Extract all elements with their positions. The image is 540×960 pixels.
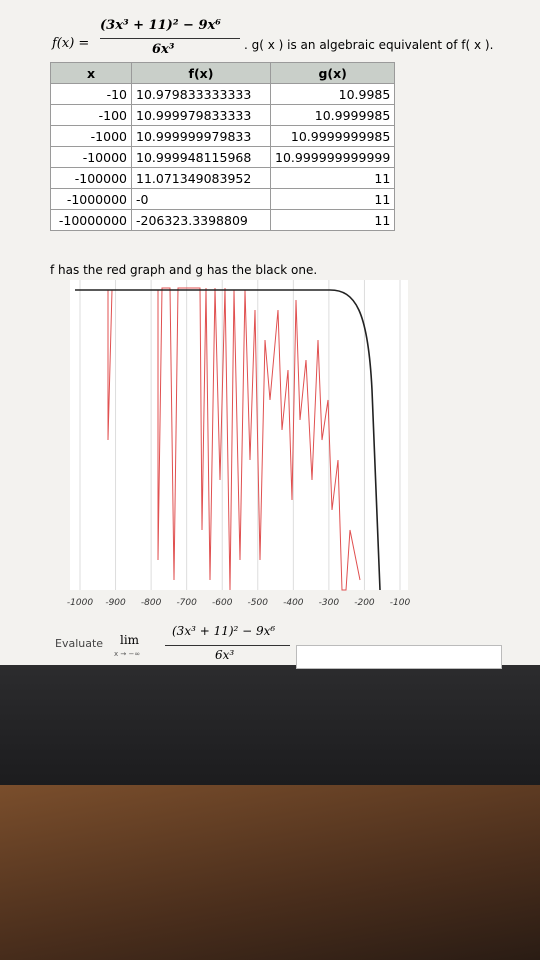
table-cell: 11 — [269, 209, 396, 231]
column-header: x — [50, 62, 132, 84]
table-cell: 10.9985 — [269, 83, 396, 105]
graph: -1000 -900 -800 -700 -600 -500 -400 -300 -200 -10… — [67, 280, 410, 608]
denominator: 6x³ — [152, 42, 175, 57]
table-cell: -10000000 — [50, 209, 132, 231]
x-tick-label: -700 — [176, 598, 197, 608]
x-tick-label: -300 — [319, 598, 340, 608]
answer-input[interactable] — [296, 645, 502, 669]
table-cell: -10 — [50, 83, 132, 105]
x-tick-label: -1000 — [67, 598, 93, 608]
column-header: f(x) — [131, 62, 271, 84]
table-cell: 11 — [269, 188, 396, 210]
table-cell: 10.999999979833 — [131, 125, 271, 147]
x-tick-label: -800 — [141, 598, 162, 608]
desk — [0, 785, 540, 960]
table-row: -10000 10.999948115968 10.999999999999 — [50, 146, 396, 168]
fraction-bar — [100, 38, 240, 39]
table: x f(x) g(x) -10 10.979833333333 10.9985 -100 10… — [50, 62, 396, 231]
table-cell: -100000 — [50, 167, 132, 189]
table-row: -10000000 -206323.3398809 11 — [50, 209, 396, 231]
column-header: g(x) — [269, 62, 396, 84]
x-tick-label: -500 — [248, 598, 269, 608]
table-cell: 10.9999985 — [269, 104, 396, 126]
f-curve — [75, 287, 361, 591]
table-row: -1000000 -0 11 — [50, 188, 396, 210]
function-label: f(x) = — [52, 36, 90, 51]
table-cell: -100 — [50, 104, 132, 126]
table-cell: 11 — [269, 167, 396, 189]
x-tick-label: -900 — [105, 598, 126, 608]
g-curve — [75, 289, 381, 591]
limit: lim — [120, 633, 140, 647]
table-row: -100000 11.071349083952 11 — [50, 167, 396, 189]
table-cell: 10.979833333333 — [131, 83, 271, 105]
table-cell: -10000 — [50, 146, 132, 168]
caption: f has the red graph and g has the black … — [50, 263, 318, 277]
table-cell: 10.999999999999 — [269, 146, 396, 168]
evaluate-label: Evaluate — [55, 637, 104, 650]
q-denominator: 6x³ — [215, 648, 235, 662]
x-tick-label: -200 — [354, 598, 375, 608]
table-cell: 10.9999999985 — [269, 125, 396, 147]
x-tick-label: -400 — [283, 598, 304, 608]
plot-area — [70, 280, 408, 590]
table-row: -10 10.979833333333 10.9985 — [50, 83, 396, 105]
table-row: -100 10.999979833333 10.9999985 — [50, 104, 396, 126]
table-cell: 11.071349083952 — [131, 167, 271, 189]
q-numerator: (3x³ + 11)² − 9x⁶ — [172, 624, 276, 638]
table-cell: 10.999979833333 — [131, 104, 271, 126]
x-tick-label: -100 — [390, 598, 410, 608]
monitor-bezel — [0, 665, 540, 785]
table-cell: -206323.3398809 — [131, 209, 271, 231]
table-cell: 10.999948115968 — [131, 146, 271, 168]
table-row: -1000 10.999999979833 10.9999999985 — [50, 125, 396, 147]
table-cell: -1000000 — [50, 188, 132, 210]
note: . g( x ) is an algebraic equivalent of f… — [244, 38, 494, 52]
limit-sub: x → −∞ — [114, 650, 141, 658]
x-tick-label: -600 — [212, 598, 233, 608]
table-wrap: x f(x) g(x) -10 10.979833333333 10.9985 -100 10… — [50, 62, 396, 231]
table-cell: -0 — [131, 188, 271, 210]
table-cell: -1000 — [50, 125, 132, 147]
numerator: (3x³ + 11)² − 9x⁶ — [100, 18, 221, 33]
q-fraction-bar — [165, 645, 290, 646]
